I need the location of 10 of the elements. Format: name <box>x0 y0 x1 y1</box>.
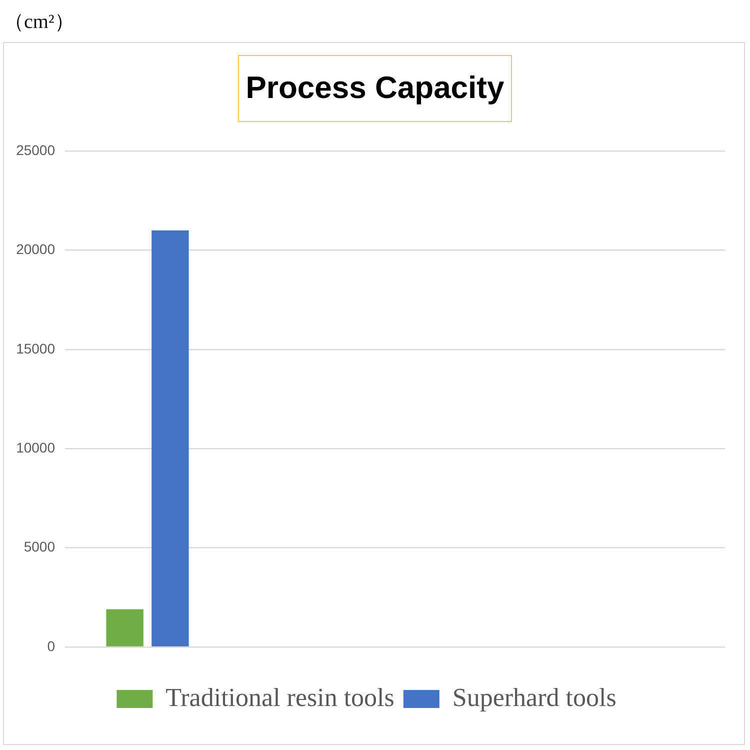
y-tick-label: 0 <box>47 638 56 654</box>
y-tick-label: 20000 <box>16 241 56 258</box>
legend-label: Superhard tools <box>452 682 616 712</box>
chart-title: Process Capacity <box>238 55 512 122</box>
legend-label: Traditional resin tools <box>166 682 394 712</box>
y-tick-label: 15000 <box>16 340 56 356</box>
text: （cm²） <box>4 10 74 35</box>
y-tick-label: 5000 <box>24 538 56 555</box>
y-tick-label: 25000 <box>16 142 56 158</box>
y-tick-label: 10000 <box>16 439 56 456</box>
